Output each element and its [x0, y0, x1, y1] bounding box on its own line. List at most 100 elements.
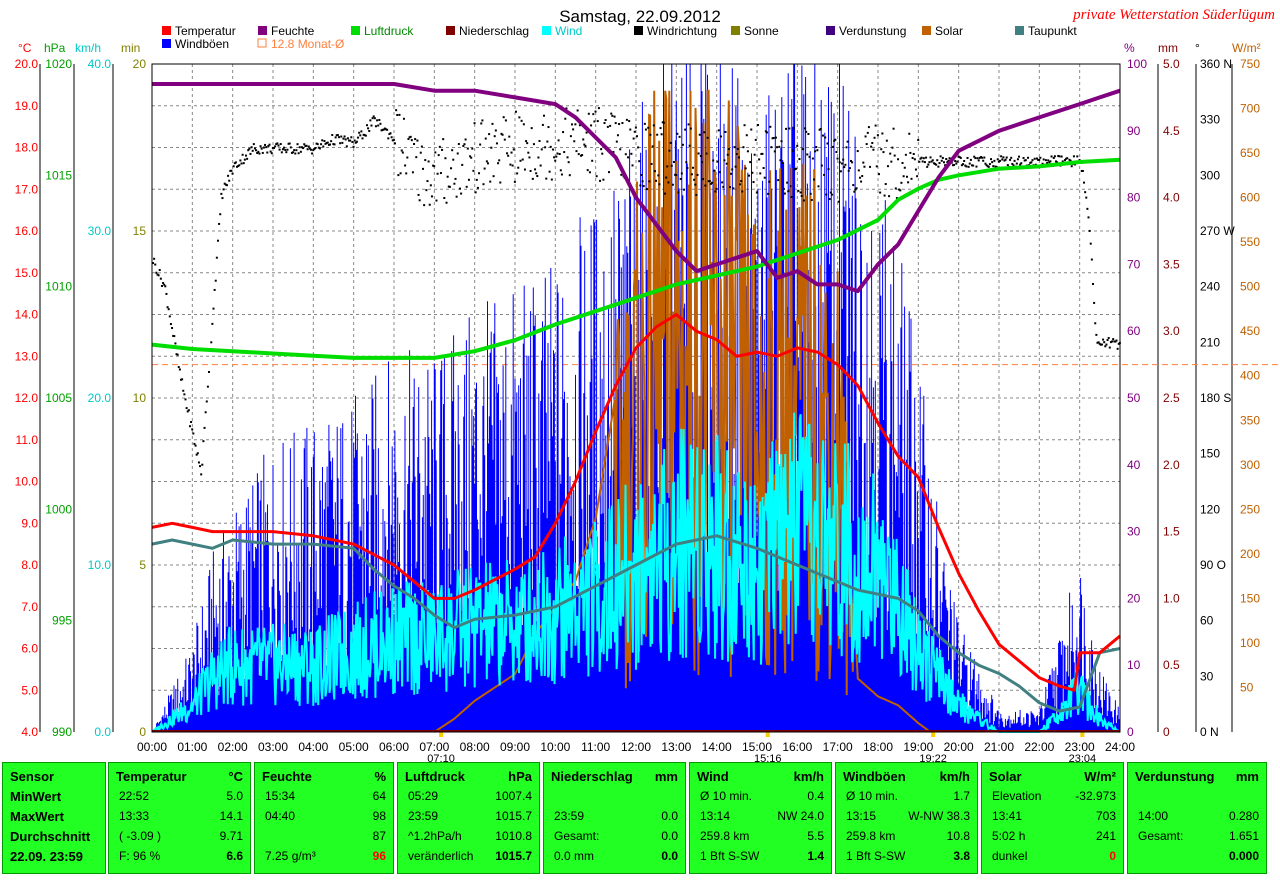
windrichtung-point — [246, 157, 249, 160]
windrichtung-point — [1106, 339, 1109, 342]
windrichtung-point — [223, 182, 226, 185]
windrichtung-point — [592, 113, 595, 116]
windrichtung-point — [229, 169, 232, 172]
windrichtung-point — [697, 152, 700, 155]
tick-label-humidity: 100 — [1127, 57, 1147, 71]
windrichtung-point — [457, 142, 460, 145]
windrichtung-point — [354, 141, 357, 144]
tick-label-precip: 3.5 — [1163, 257, 1180, 271]
windrichtung-point — [1005, 156, 1008, 159]
windrichtung-point — [1084, 191, 1087, 194]
legend-swatch — [1015, 26, 1024, 35]
tick-label-time: 01:00 — [177, 740, 207, 754]
windrichtung-point — [534, 168, 537, 171]
windrichtung-point — [232, 165, 235, 168]
windrichtung-point — [681, 143, 684, 146]
windrichtung-point — [436, 172, 439, 175]
windrichtung-point — [891, 146, 894, 149]
windrichtung-point — [1018, 155, 1021, 158]
windrichtung-point — [833, 139, 836, 142]
windrichtung-point — [571, 123, 574, 126]
windrichtung-point — [537, 156, 540, 159]
time-marker — [439, 732, 444, 737]
stats-panel: Wind km/h Ø 10 min. 0.4 13:14 NW 24.0 259.8 km… — [689, 762, 832, 874]
windrichtung-point — [786, 181, 789, 184]
windrichtung-point — [504, 119, 507, 122]
windrichtung-point — [901, 161, 904, 164]
windrichtung-point — [202, 440, 205, 443]
windrichtung-point — [1030, 161, 1033, 164]
windrichtung-point — [1000, 155, 1003, 158]
windrichtung-point — [493, 135, 496, 138]
windrichtung-point — [804, 127, 807, 130]
windrichtung-point — [826, 142, 829, 145]
tick-label-humidity: 70 — [1127, 257, 1141, 271]
stats-cell-label: 13:41 — [992, 809, 1023, 823]
windrichtung-point — [383, 127, 386, 130]
stats-panel-unit: km/h — [939, 769, 970, 784]
windrichtung-point — [481, 119, 484, 122]
windrichtung-point — [878, 173, 880, 176]
windrichtung-point — [521, 158, 524, 161]
windrichtung-point — [464, 138, 467, 141]
windrichtung-point — [783, 192, 786, 195]
windrichtung-point — [581, 154, 584, 157]
windrichtung-point — [323, 140, 326, 143]
windrichtung-point — [994, 165, 997, 168]
windrichtung-point — [847, 169, 850, 172]
windrichtung-point — [725, 162, 728, 165]
windrichtung-point — [1117, 342, 1120, 345]
windrichtung-point — [182, 389, 185, 392]
time-marker — [765, 732, 770, 737]
windrichtung-point — [1080, 169, 1083, 172]
windrichtung-point — [460, 192, 463, 195]
windrichtung-point — [712, 159, 715, 162]
tick-label-solar: 500 — [1240, 280, 1260, 294]
axis-unit-solar: W/m² — [1232, 41, 1261, 55]
windrichtung-point — [655, 179, 658, 182]
windrichtung-point — [785, 127, 788, 130]
windrichtung-point — [1024, 159, 1027, 162]
windrichtung-point — [607, 171, 610, 174]
windrichtung-point — [558, 153, 561, 156]
tick-label-temp: 8.0 — [21, 558, 38, 572]
tick-label-wind: 10.0 — [88, 558, 112, 572]
windrichtung-point — [755, 191, 758, 194]
windrichtung-point — [376, 119, 379, 122]
tick-label-time: 08:00 — [460, 740, 490, 754]
windrichtung-point — [206, 385, 209, 388]
windrichtung-point — [619, 148, 622, 151]
windrichtung-point — [597, 107, 600, 110]
windrichtung-point — [918, 160, 921, 163]
tick-label-precip: 3.0 — [1163, 324, 1180, 338]
windrichtung-point — [511, 164, 514, 167]
windrichtung-point — [284, 148, 287, 151]
windrichtung-point — [391, 139, 394, 142]
tick-label-wind: 0.0 — [94, 725, 111, 739]
windrichtung-point — [275, 143, 278, 146]
windrichtung-point — [958, 156, 961, 159]
windrichtung-point — [925, 156, 928, 159]
windrichtung-point — [1038, 158, 1041, 161]
legend-label: Niederschlag — [459, 24, 529, 38]
windrichtung-point — [707, 180, 710, 183]
stats-cell-label: Ø 10 min. — [846, 789, 899, 803]
windrichtung-point — [483, 167, 486, 170]
windrichtung-point — [646, 188, 649, 191]
stats-cell-value: 1.4 — [807, 849, 824, 863]
windrichtung-point — [734, 165, 737, 168]
windrichtung-point — [549, 145, 552, 148]
windrichtung-point — [450, 167, 453, 170]
windrichtung-point — [816, 149, 819, 152]
windrichtung-point — [730, 172, 733, 175]
windrichtung-point — [854, 188, 857, 191]
stats-cell-label: Gesamt: — [1138, 829, 1184, 843]
windrichtung-point — [380, 129, 383, 132]
windrichtung-point — [322, 145, 325, 148]
windrichtung-point — [807, 133, 810, 136]
windrichtung-point — [1105, 343, 1108, 346]
windrichtung-point — [733, 146, 736, 149]
windrichtung-point — [220, 192, 223, 195]
windrichtung-point — [398, 113, 401, 116]
windrichtung-point — [983, 156, 986, 159]
